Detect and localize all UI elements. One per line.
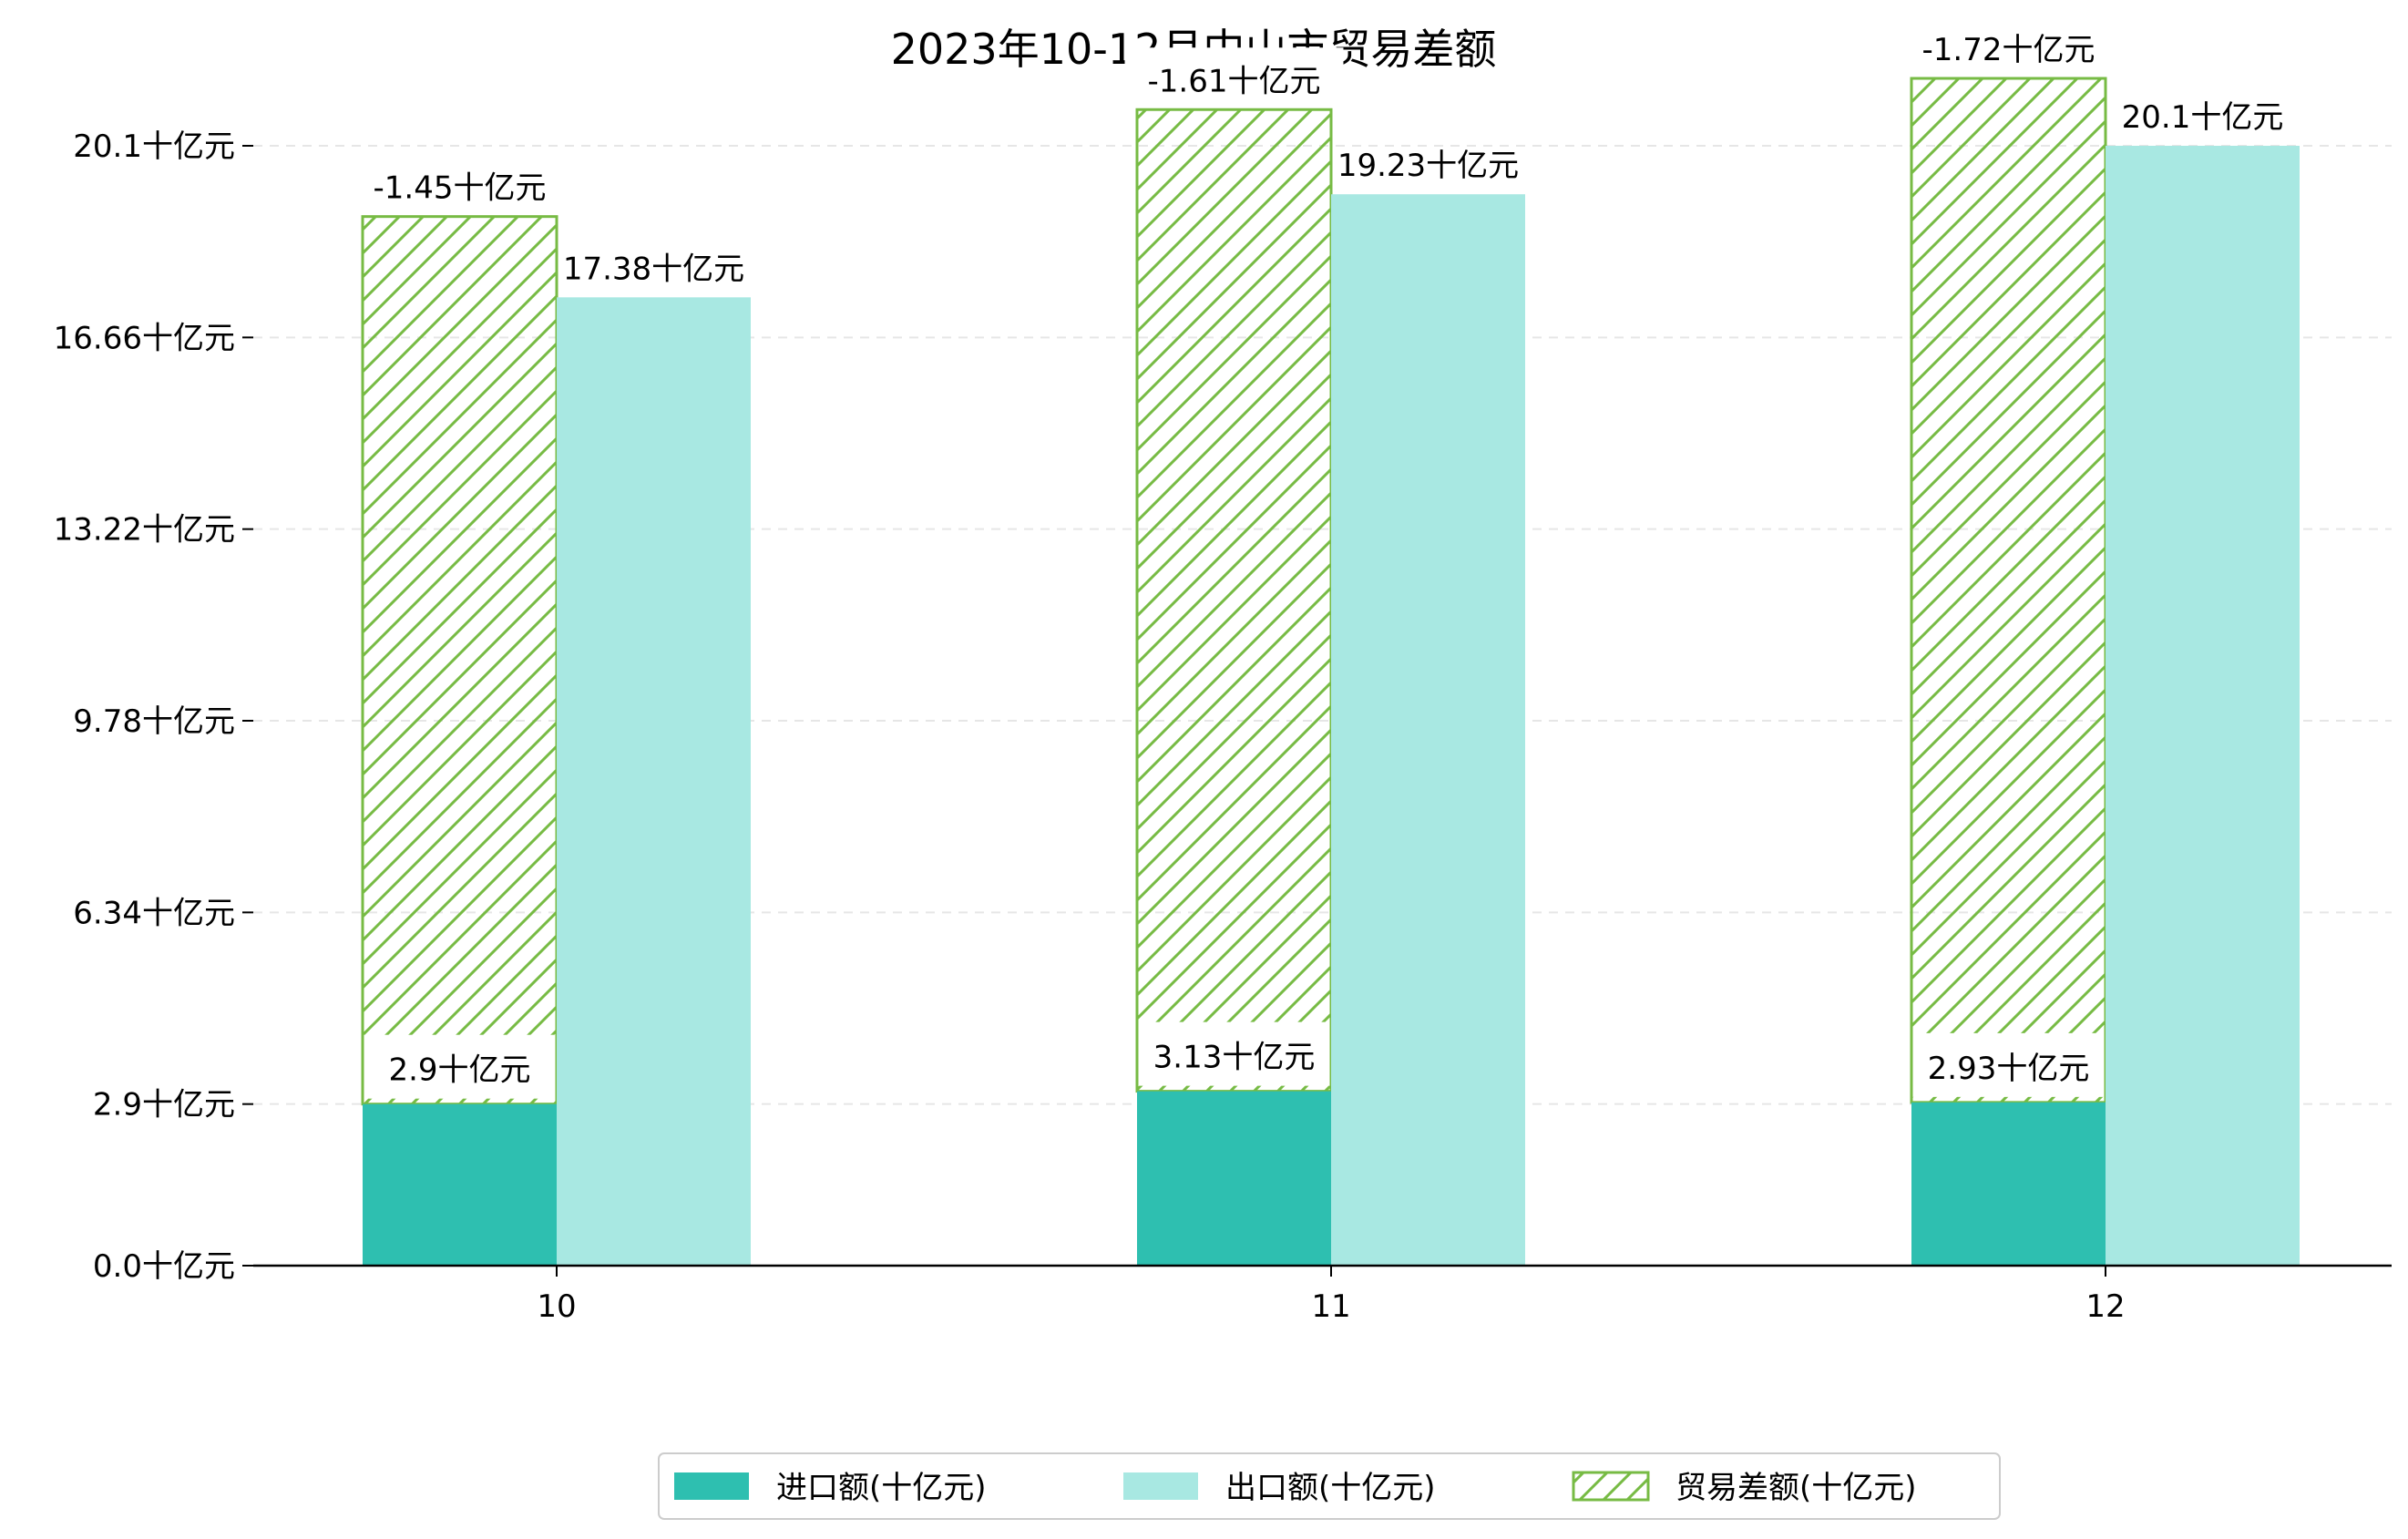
bar-import — [363, 1103, 557, 1266]
data-label-import: 2.93十亿元 — [1928, 1051, 2090, 1087]
data-label-box — [350, 154, 569, 215]
y-tick-label: 6.34十亿元 — [73, 895, 235, 931]
bar-export — [557, 297, 751, 1266]
data-labels: 17.38十亿元 2.9十亿元 -1.45十亿元 19.23十亿元 3.13十亿元 -1.… — [350, 16, 2284, 1099]
y-tick-label: 9.78十亿元 — [73, 703, 235, 740]
data-label-box — [1124, 47, 1344, 108]
data-label-export: 17.38十亿元 — [563, 251, 744, 287]
bar-trade-balance — [1135, 108, 1333, 1093]
legend-frame — [658, 1452, 2001, 1520]
legend-swatch-balance — [1572, 1471, 1650, 1502]
data-label-balance: -1.61十亿元 — [1148, 63, 1321, 99]
data-label-box — [364, 1034, 556, 1099]
y-axis: 0.0十亿元 2.9十亿元 6.34十亿元 9.78十亿元 13.22十亿元 16.66十… — [54, 128, 253, 1285]
data-label-box — [1899, 16, 2118, 77]
legend-label-import: 进口额(十亿元) — [776, 1470, 987, 1506]
bar-import — [1911, 1102, 2106, 1266]
bar-trade-balance — [361, 215, 558, 1106]
x-tick-label: 12 — [2085, 1288, 2125, 1325]
y-tick-label: 2.9十亿元 — [93, 1087, 235, 1123]
legend-swatch-export — [1123, 1472, 1198, 1500]
legend-label-export: 出口额(十亿元) — [1225, 1470, 1436, 1506]
bars — [361, 77, 2300, 1266]
x-tick-label: 10 — [537, 1288, 576, 1325]
data-label-balance: -1.45十亿元 — [374, 170, 547, 207]
x-axis: 10 11 12 — [253, 1264, 2392, 1325]
data-label-export: 19.23十亿元 — [1337, 148, 1519, 184]
data-label-balance: -1.72十亿元 — [1922, 32, 2095, 68]
data-label-import: 3.13十亿元 — [1153, 1040, 1316, 1076]
y-tick-label: 0.0十亿元 — [93, 1248, 235, 1285]
bar-export — [1331, 194, 1525, 1266]
legend: 进口额(十亿元) 出口额(十亿元) 贸易差额(十亿元) — [658, 1452, 2001, 1520]
data-label-box — [1912, 1032, 2105, 1097]
y-tick-label: 16.66十亿元 — [54, 320, 235, 356]
legend-label-balance: 贸易差额(十亿元) — [1675, 1470, 1917, 1506]
data-label-import: 2.9十亿元 — [388, 1052, 530, 1089]
y-tick-label: 20.1十亿元 — [73, 128, 235, 165]
data-label-export: 20.1十亿元 — [2122, 99, 2284, 136]
x-tick-label: 11 — [1311, 1288, 1350, 1325]
bar-export — [2106, 146, 2300, 1266]
y-tick-label: 13.22十亿元 — [54, 512, 235, 549]
bar-trade-balance — [1910, 77, 2107, 1104]
data-label-box — [1138, 1021, 1330, 1086]
legend-swatch-import — [674, 1472, 749, 1500]
bar-import — [1137, 1091, 1331, 1266]
